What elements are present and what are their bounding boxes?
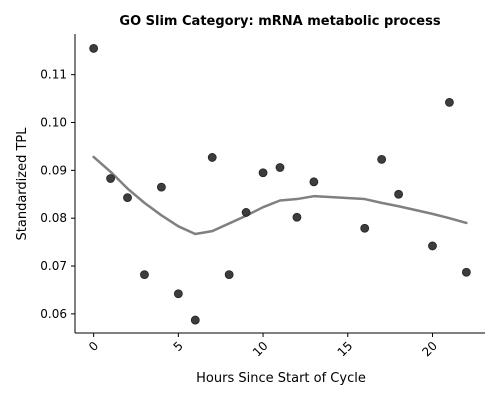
data-point-9 <box>241 208 251 217</box>
points-layer <box>89 43 471 325</box>
data-point-3 <box>140 270 149 280</box>
data-point-11 <box>275 163 285 172</box>
y-tick-label: 0.11 <box>40 68 67 82</box>
x-tick-label: 5 <box>171 339 186 354</box>
trend-line <box>92 155 468 236</box>
data-point-16 <box>394 189 404 199</box>
data-point-6 <box>190 315 200 325</box>
plot-area <box>89 43 471 325</box>
chart-title: GO Slim Category: mRNA metabolic process <box>119 14 440 29</box>
x-tick-label: 15 <box>335 339 356 360</box>
data-point-10 <box>258 168 268 178</box>
y-axis-ticks: 0.06 0.07 0.08 0.09 0.10 0.11 <box>40 68 75 321</box>
y-tick-label: 0.06 <box>40 307 67 321</box>
data-point-0 <box>89 43 99 53</box>
data-point-2 <box>123 193 132 203</box>
y-tick-label: 0.10 <box>40 116 67 130</box>
y-tick-label: 0.08 <box>40 211 67 225</box>
trend-layer <box>92 155 468 236</box>
data-point-13 <box>309 177 319 187</box>
data-point-15 <box>377 154 387 164</box>
x-tick-label: 10 <box>250 339 271 360</box>
x-tick-label: 0 <box>86 339 101 354</box>
x-tick-label: 20 <box>419 339 440 360</box>
x-axis-label: Hours Since Start of Cycle <box>196 371 366 386</box>
data-point-17 <box>428 241 437 251</box>
y-tick-label: 0.09 <box>40 163 67 177</box>
data-point-12 <box>292 212 302 222</box>
data-point-4 <box>156 182 166 192</box>
data-point-18 <box>445 98 454 107</box>
data-point-1 <box>106 174 115 183</box>
y-tick-label: 0.07 <box>40 259 67 273</box>
data-point-19 <box>461 267 471 277</box>
data-point-7 <box>207 153 217 162</box>
x-axis-ticks: 0 5 10 15 20 <box>86 333 440 359</box>
data-point-5 <box>173 289 183 299</box>
y-axis-label: Standardized TPL <box>15 127 30 241</box>
data-point-8 <box>224 270 234 280</box>
data-point-14 <box>360 223 370 233</box>
